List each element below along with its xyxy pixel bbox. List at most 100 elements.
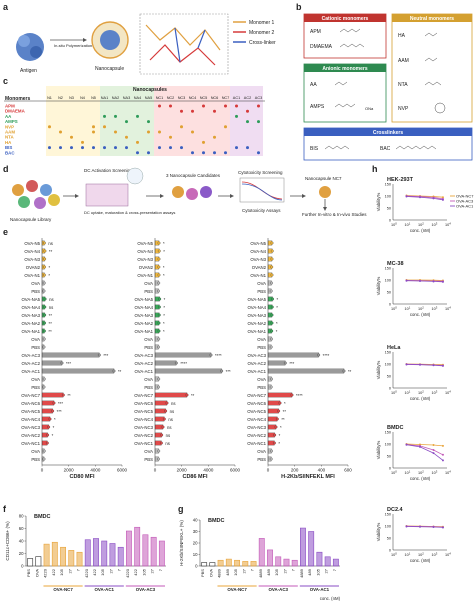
panel-a-legend: Monomer 1 Monomer 2 Cross-linker xyxy=(233,20,276,46)
bar xyxy=(142,534,149,567)
bar-point xyxy=(42,345,46,349)
category-label: OVA-NA4 xyxy=(134,305,153,310)
panel-b: b Cationic monomers APM DMAEMA Neutral m… xyxy=(296,2,473,161)
monomers-header: Monomers xyxy=(5,96,31,102)
row-label: AMPS xyxy=(5,119,18,124)
x-tick-label: 100 xyxy=(391,389,397,395)
column-header: N3 xyxy=(69,96,74,100)
series-point xyxy=(441,444,444,447)
x-tick-label: 102 xyxy=(418,221,424,227)
category-label: PBS xyxy=(31,457,40,462)
mfi-bar xyxy=(267,360,286,366)
well-plate-icon xyxy=(85,167,144,207)
arrow-d4-head xyxy=(302,194,306,198)
category-label: 4220 xyxy=(84,568,89,578)
nanocapsules-header: Nanocapsules xyxy=(133,87,167,93)
series-point xyxy=(441,453,444,456)
composition-dot xyxy=(257,151,260,155)
bis-structure xyxy=(324,145,350,150)
category-label: OVA xyxy=(257,337,266,342)
x-tick-label: 103 xyxy=(432,551,438,557)
row-label: APM xyxy=(5,104,15,109)
composition-dot xyxy=(180,146,183,150)
group-label: OVA-AC3 xyxy=(136,587,156,592)
bar-point xyxy=(157,273,161,277)
composition-dot xyxy=(48,146,51,150)
bar xyxy=(250,561,257,567)
category-label: OVA-N4 xyxy=(250,249,266,254)
x-tick-label: 101 xyxy=(405,389,411,395)
bar-point xyxy=(161,425,165,429)
x-tick-label: 104 xyxy=(445,389,451,395)
bar xyxy=(126,530,132,567)
mfi-bar xyxy=(267,400,281,406)
bar-point xyxy=(60,361,64,365)
series-point xyxy=(419,525,421,528)
bar xyxy=(43,543,50,567)
x-tick-label: 103 xyxy=(432,389,438,395)
y-tick-label: 0 xyxy=(389,303,391,307)
category-label: OVA-N5 xyxy=(250,241,266,246)
significance-label: * xyxy=(163,265,165,270)
category-label: OVA-N5 xyxy=(24,241,40,246)
y-axis-title: Viability% xyxy=(376,193,381,212)
significance-label: * xyxy=(52,433,54,438)
category-label: 7 xyxy=(76,568,81,571)
neutral-box: Neutral monomers HA AAM NTA NVP xyxy=(391,13,473,123)
category-label: OVA-AC3 xyxy=(247,353,266,358)
bar-point xyxy=(342,369,346,373)
series-point xyxy=(432,443,435,446)
category-label: OVA xyxy=(31,377,40,382)
bar-point xyxy=(43,265,46,269)
bar xyxy=(225,558,232,567)
significance-label: * xyxy=(284,401,286,406)
composition-dot xyxy=(191,109,194,113)
dc-screening-label: DC Activation Screening xyxy=(84,168,133,173)
bar-point xyxy=(158,297,162,301)
bar xyxy=(84,539,91,567)
category-label: OVA-NA2 xyxy=(21,321,40,326)
category-label: OVA-NC4 xyxy=(134,417,153,422)
x-tick-label: 100 xyxy=(391,469,397,475)
bar-point xyxy=(277,409,281,413)
category-label: OVA-NA1 xyxy=(21,329,40,334)
significance-label: * xyxy=(276,321,278,326)
aam-label: AAM xyxy=(398,58,409,64)
arrow-d5-head xyxy=(323,207,327,211)
composition-dot xyxy=(246,109,249,113)
antigen-label: Antigen xyxy=(20,68,37,74)
chart-title: DC2.4 xyxy=(387,507,404,513)
nanocapsule-icon xyxy=(91,21,129,59)
significance-label: * xyxy=(163,321,165,326)
category-label: OVA-NC1 xyxy=(21,441,40,446)
category-label: PBS xyxy=(200,569,205,577)
panel-c-letter: c xyxy=(3,76,8,86)
y-tick-label: 150 xyxy=(385,431,391,435)
composition-dot xyxy=(257,104,260,108)
bar-point xyxy=(42,289,46,293)
further-studies-label: Further In-vitro & In-vivo Studies xyxy=(302,212,367,217)
category-label: OVA-NC2 xyxy=(247,433,266,438)
mfi-bar xyxy=(154,352,212,358)
series-point xyxy=(419,443,421,446)
y-tick-label: 100 xyxy=(385,279,391,283)
bar-point xyxy=(283,361,287,365)
bar xyxy=(201,562,208,567)
significance-label: * xyxy=(163,313,165,318)
significance-label: ns xyxy=(49,305,54,310)
x-axis-title: CD86 MFI xyxy=(182,474,208,480)
significance-label: ** xyxy=(283,409,287,414)
column-header: NA2 xyxy=(112,96,119,100)
category-label: OVA-NC7 xyxy=(21,393,40,398)
x-tick-label: 4000 xyxy=(203,468,214,473)
series-line xyxy=(406,195,443,198)
mfi-bar xyxy=(267,408,279,414)
chart-title: HeLa xyxy=(387,345,401,351)
category-label: OVA-AC1 xyxy=(134,369,153,374)
category-label: OVA xyxy=(144,449,153,454)
bar-point xyxy=(46,433,50,437)
y-tick-label: 150 xyxy=(385,351,391,355)
composition-dot xyxy=(213,151,216,155)
significance-label: * xyxy=(163,273,165,278)
significance-label: ** xyxy=(348,369,352,374)
